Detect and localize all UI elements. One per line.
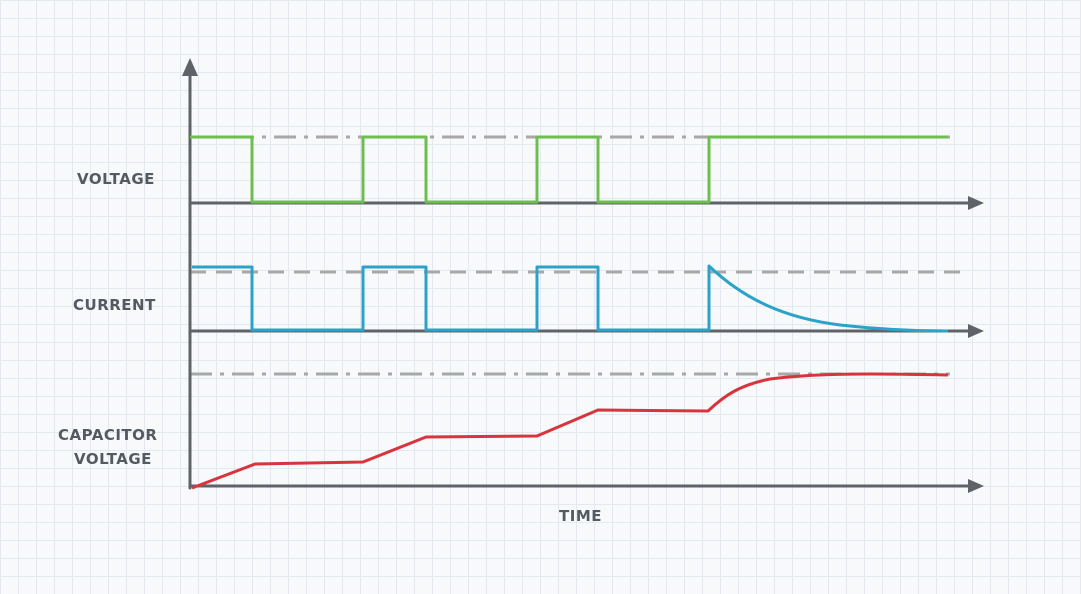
voltage-axis-arrow-icon — [968, 196, 984, 210]
voltage-label: VOLTAGE — [77, 170, 155, 188]
y-axis-arrow-icon — [182, 58, 198, 76]
voltage-waveform — [190, 135, 948, 204]
time-axis-label: TIME — [559, 507, 602, 525]
capacitor-voltage-label-line2: VOLTAGE — [74, 450, 152, 468]
current-axis-arrow-icon — [968, 324, 984, 338]
capacitor-axis-arrow-icon — [968, 479, 984, 493]
current-label: CURRENT — [73, 296, 156, 314]
capacitor-voltage-label-line1: CAPACITOR — [58, 426, 157, 444]
capacitor-voltage-curve — [191, 372, 949, 490]
current-waveform — [192, 264, 949, 333]
